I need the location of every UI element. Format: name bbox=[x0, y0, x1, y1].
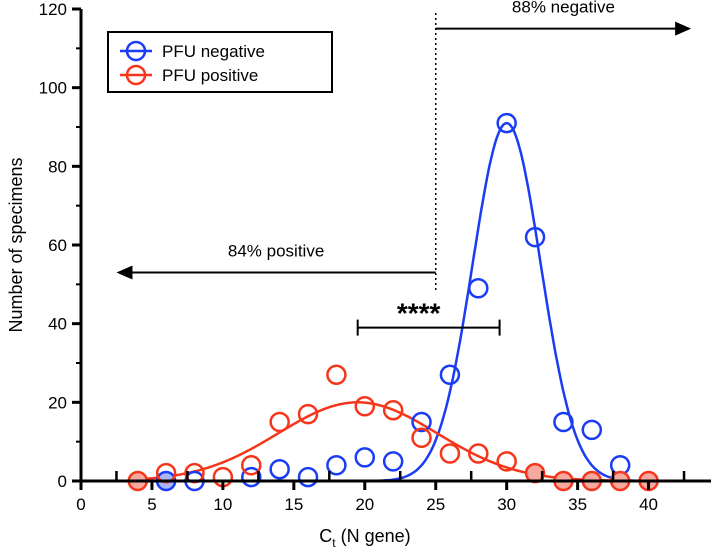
data-point-positive bbox=[496, 451, 517, 472]
data-point-positive bbox=[468, 443, 489, 464]
y-tick-label: 20 bbox=[48, 393, 67, 412]
data-point-negative bbox=[297, 466, 319, 488]
data-point-negative bbox=[553, 411, 574, 433]
y-tick-label: 40 bbox=[48, 315, 67, 334]
x-tick-label: 5 bbox=[147, 495, 156, 514]
data-point-positive bbox=[326, 364, 347, 386]
data-point-negative bbox=[524, 226, 546, 248]
data-point-negative bbox=[581, 419, 603, 441]
x-axis-label-main: C bbox=[319, 526, 332, 546]
x-tick-label: 40 bbox=[639, 495, 658, 514]
data-point-positive bbox=[269, 411, 290, 433]
significance-label: **** bbox=[397, 298, 441, 329]
data-point-negative bbox=[269, 458, 290, 480]
legend: PFU negative PFU positive bbox=[107, 31, 333, 93]
legend-box bbox=[107, 31, 333, 93]
data-point-positive bbox=[297, 403, 319, 425]
x-axis-label-sub: t bbox=[332, 536, 336, 550]
y-tick-label: 120 bbox=[39, 0, 67, 19]
legend-label-positive: PFU positive bbox=[162, 66, 258, 85]
right-arrow-label: 88% negative bbox=[512, 0, 615, 17]
y-axis-label: Number of specimens bbox=[6, 157, 26, 332]
data-point-negative bbox=[468, 278, 489, 299]
data-point-positive bbox=[382, 399, 404, 421]
x-tick-label: 10 bbox=[213, 495, 232, 514]
x-tick-label: 15 bbox=[284, 495, 303, 514]
fit-curve-negative bbox=[364, 121, 649, 483]
x-tick-label: 20 bbox=[355, 495, 374, 514]
x-axis-label: Ct (N gene) bbox=[319, 526, 410, 550]
x-tick-label: 0 bbox=[76, 495, 85, 514]
data-point-positive bbox=[439, 443, 461, 464]
x-axis-label-rest: (N gene) bbox=[336, 526, 411, 546]
left-arrow-label: 84% positive bbox=[228, 242, 324, 261]
data-point-negative bbox=[382, 451, 404, 472]
data-point-positive bbox=[411, 427, 432, 448]
x-tick-label: 25 bbox=[426, 495, 445, 514]
data-point-negative bbox=[326, 455, 347, 476]
data-point-negative bbox=[241, 466, 262, 488]
data-point-negative bbox=[354, 447, 376, 468]
data-point-positive bbox=[241, 455, 262, 476]
y-tick-label: 60 bbox=[48, 236, 67, 255]
y-tick-label: 100 bbox=[39, 79, 67, 98]
right-arrow-head bbox=[675, 21, 692, 36]
data-point-negative bbox=[411, 411, 432, 433]
y-tick-label: 0 bbox=[58, 472, 67, 491]
data-point-negative bbox=[439, 364, 461, 386]
data-point-positive bbox=[354, 396, 376, 417]
x-tick-label: 35 bbox=[568, 495, 587, 514]
left-arrow-head bbox=[116, 265, 133, 280]
legend-label-negative: PFU negative bbox=[162, 42, 265, 61]
data-point-negative bbox=[496, 112, 517, 134]
y-tick-label: 80 bbox=[48, 157, 67, 176]
x-tick-label: 30 bbox=[497, 495, 516, 514]
